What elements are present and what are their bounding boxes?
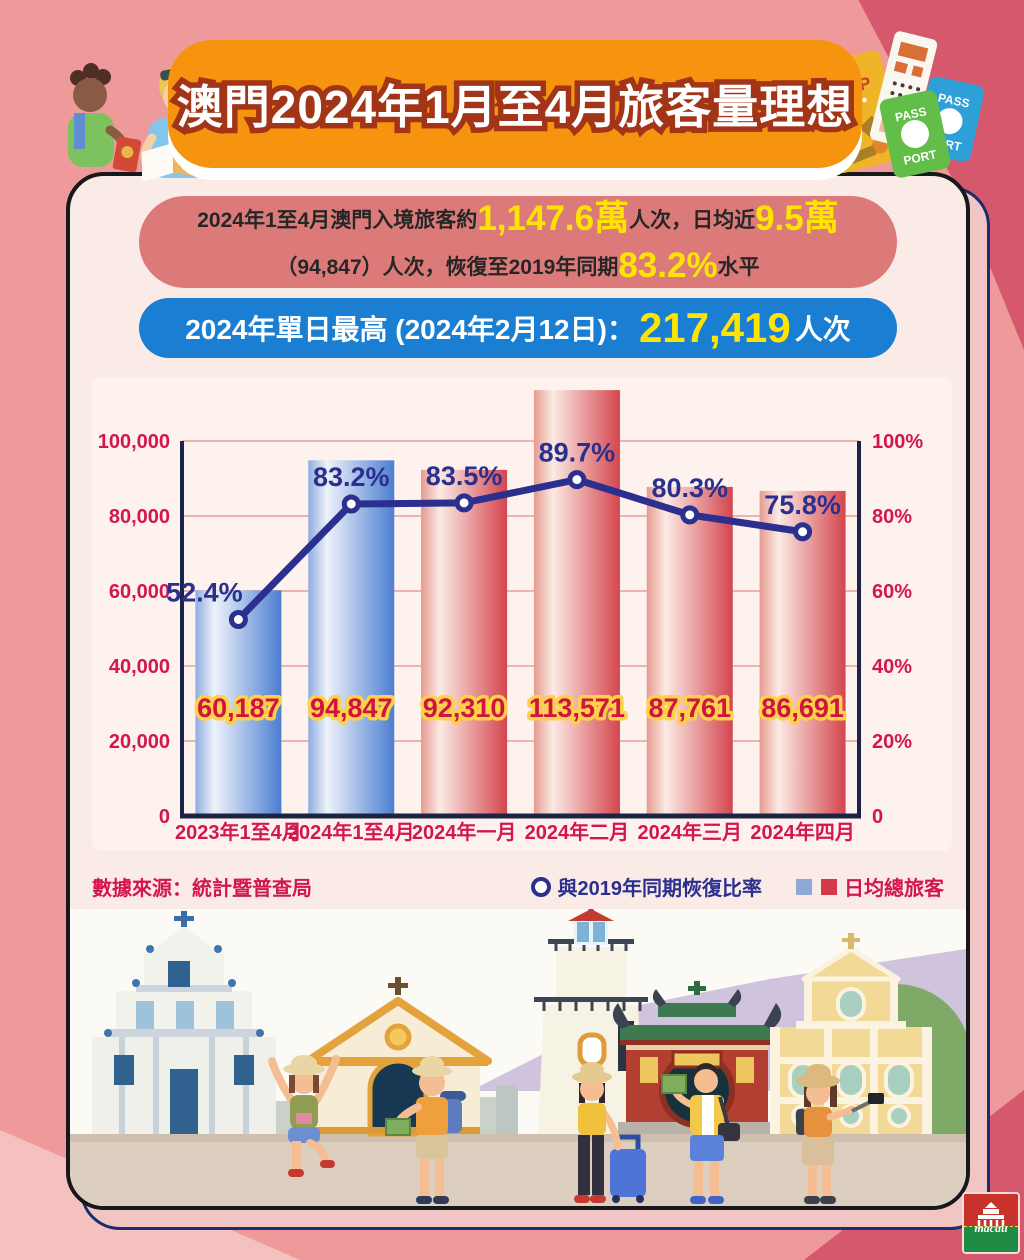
svg-text:87,761: 87,761 xyxy=(648,693,731,723)
tourist-jumping-girl-illustration xyxy=(268,1055,340,1177)
tourist-left-illustration xyxy=(68,63,142,173)
line-marker-icon xyxy=(530,876,551,897)
svg-text:40%: 40% xyxy=(872,656,912,678)
content-card: 2024年1至4月澳門入境旅客約1,147.6萬人次，日均近9.5萬 （94,8… xyxy=(66,172,970,1210)
svg-text:2024年1至4月: 2024年1至4月 xyxy=(288,820,415,844)
tourist-backpacker-illustration xyxy=(385,1056,466,1204)
macau-cityscape-illustration xyxy=(70,909,966,1206)
svg-text:89.7%: 89.7% xyxy=(539,438,616,468)
svg-text:80%: 80% xyxy=(872,506,912,528)
svg-text:80,000: 80,000 xyxy=(109,506,170,528)
svg-text:100,000: 100,000 xyxy=(98,431,170,453)
page-title: 澳門2024年1月至4月旅客量理想 xyxy=(176,81,854,133)
tourist-selfie-girl-illustration xyxy=(796,1064,884,1204)
page-title-stroke: 澳門2024年1月至4月旅客量理想 xyxy=(171,76,858,139)
tourist-luggage-girl-illustration xyxy=(572,1062,646,1203)
svg-text:2024年三月: 2024年三月 xyxy=(638,820,743,844)
svg-text:75.8%: 75.8% xyxy=(764,490,841,520)
svg-text:2024年四月: 2024年四月 xyxy=(750,820,855,844)
svg-text:0: 0 xyxy=(872,806,883,828)
title-banner: 澳門2024年1月至4月旅客量理想 澳門2024年1月至4月旅客量理想 xyxy=(168,40,862,168)
svg-text:92,310: 92,310 xyxy=(423,693,506,723)
data-source: 數據來源：統計暨普查局 xyxy=(92,878,312,900)
svg-text:86,691: 86,691 xyxy=(761,693,844,723)
svg-text:83.5%: 83.5% xyxy=(426,461,503,491)
svg-text:52.4%: 52.4% xyxy=(166,578,243,608)
st-pauls-ruins-illustration xyxy=(92,911,276,1134)
svg-text:100%: 100% xyxy=(872,431,923,453)
blue-bar-swatch-icon xyxy=(796,878,812,895)
legend-daily-visitors: 日均總旅客 xyxy=(796,872,944,901)
svg-text:PORT: PORT xyxy=(902,147,938,168)
svg-text:20%: 20% xyxy=(872,731,912,753)
logo-facade-icon xyxy=(964,1194,1018,1226)
svg-text:83.2%: 83.2% xyxy=(313,462,390,492)
svg-text:PASS: PASS xyxy=(937,90,971,110)
svg-text:113,571: 113,571 xyxy=(529,693,625,723)
svg-text:PASS: PASS xyxy=(894,104,928,124)
svg-text:60%: 60% xyxy=(872,581,912,603)
passport-green-icon: PASS PORT xyxy=(879,90,951,178)
daily-max-pill: 2024年單日最高 (2024年2月12日)： 217,419 人次 xyxy=(139,298,897,358)
svg-text:2024年二月: 2024年二月 xyxy=(525,820,630,844)
svg-text:2023年1至4月: 2023年1至4月 xyxy=(175,820,302,844)
logo-text: macau xyxy=(974,1221,1008,1235)
svg-text:2024年一月: 2024年一月 xyxy=(412,820,517,844)
svg-text:0: 0 xyxy=(159,806,170,828)
chart-legend: 與2019年同期恢復比率 日均總旅客 xyxy=(530,872,944,901)
tourist-map-guy-illustration xyxy=(661,1063,740,1204)
summary-line-2: （94,847）人次，恢復至2019年同期83.2%水平 xyxy=(276,246,760,285)
svg-text:20,000: 20,000 xyxy=(109,731,170,753)
svg-text:40,000: 40,000 xyxy=(109,656,170,678)
red-bar-swatch-icon xyxy=(821,878,837,895)
summary-pill: 2024年1至4月澳門入境旅客約1,147.6萬人次，日均近9.5萬 （94,8… xyxy=(139,196,897,288)
summary-line-1: 2024年1至4月澳門入境旅客約1,147.6萬人次，日均近9.5萬 xyxy=(197,198,839,238)
visitors-chart: 100,000 80,000 60,000 40,000 20,000 0 100% 80% 6… xyxy=(92,377,952,851)
legend-recovery-rate: 與2019年同期恢復比率 xyxy=(530,872,762,901)
svg-text:94,847: 94,847 xyxy=(310,693,393,723)
chart-footer: 數據來源：統計暨普查局 與2019年同期恢復比率 日均總旅客 xyxy=(92,872,944,901)
svg-text:80.3%: 80.3% xyxy=(651,473,728,503)
macau-tourism-logo: macau xyxy=(962,1192,1020,1254)
svg-text:60,000: 60,000 xyxy=(109,581,170,603)
svg-text:60,187: 60,187 xyxy=(197,693,280,723)
